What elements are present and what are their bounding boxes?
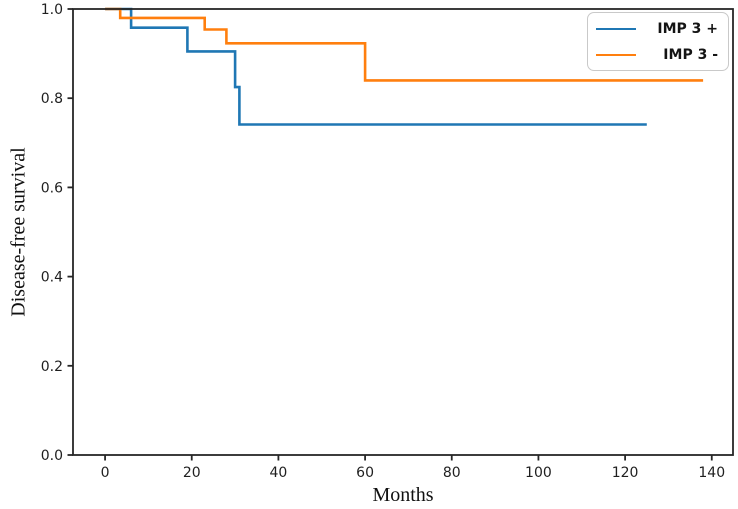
legend-line-sample-imp3-minus bbox=[596, 53, 636, 56]
x-tick-label: 40 bbox=[269, 465, 287, 481]
plot-frame bbox=[72, 8, 734, 456]
x-tick-label: 120 bbox=[612, 465, 639, 481]
y-tick-label: 0.0 bbox=[41, 448, 63, 464]
y-axis-label: Disease-free survival bbox=[7, 147, 30, 317]
x-axis-label: Months bbox=[372, 484, 434, 506]
series-line-imp-3 bbox=[105, 7, 647, 126]
y-tick-label: 0.2 bbox=[41, 359, 63, 375]
x-tick-label: 100 bbox=[525, 465, 552, 481]
legend-entry-imp3-minus: IMP 3 - bbox=[596, 45, 718, 64]
legend: IMP 3 + IMP 3 - bbox=[587, 12, 729, 71]
y-tick-label: 1.0 bbox=[41, 2, 63, 18]
y-tick-label: 0.6 bbox=[41, 180, 63, 196]
y-tick-label: 0.8 bbox=[41, 91, 63, 107]
legend-label-imp3-minus: IMP 3 - bbox=[663, 46, 718, 63]
legend-entry-imp3-plus: IMP 3 + bbox=[596, 19, 718, 38]
x-tick-label: 140 bbox=[698, 465, 725, 481]
legend-label-imp3-plus: IMP 3 + bbox=[657, 20, 718, 37]
x-tick-label: 80 bbox=[443, 465, 461, 481]
series-line-imp-3 bbox=[105, 7, 704, 82]
x-tick-label: 0 bbox=[101, 465, 110, 481]
x-tick-label: 60 bbox=[356, 465, 374, 481]
x-tick-label: 20 bbox=[183, 465, 201, 481]
y-tick-label: 0.4 bbox=[41, 270, 63, 286]
legend-line-sample-imp3-plus bbox=[596, 27, 636, 30]
